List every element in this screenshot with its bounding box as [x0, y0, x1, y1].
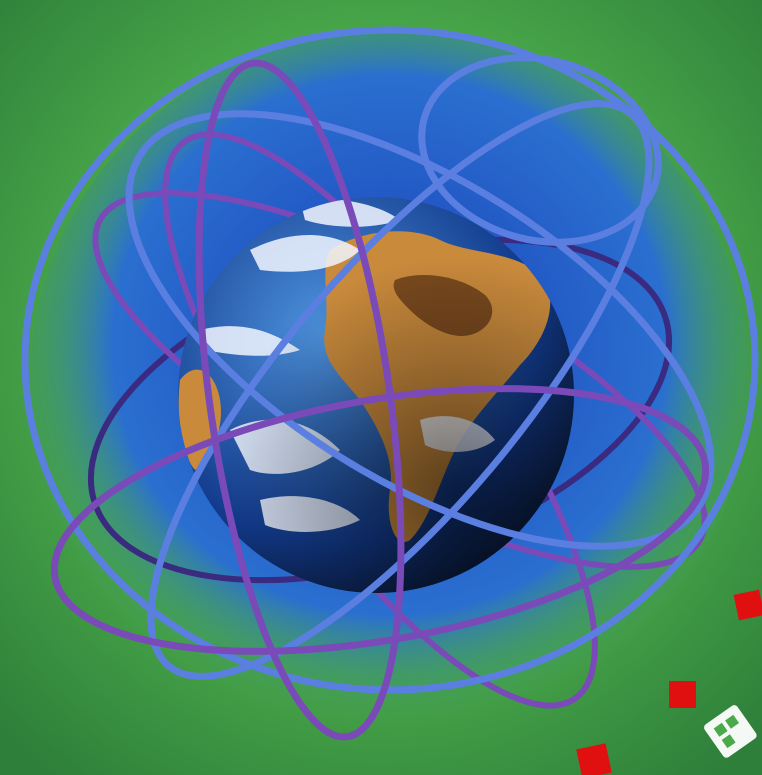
earth-shadow: [178, 197, 574, 593]
orbit-rings-front: [21, 26, 759, 741]
square-marker: [576, 743, 612, 775]
orbit-ring: [418, 54, 662, 246]
orbit-ring: [125, 110, 715, 550]
marker-group: [576, 589, 762, 775]
corner-logo-icon: [704, 705, 757, 758]
square-marker: [733, 589, 762, 621]
orbit-ring: [147, 100, 653, 680]
orbit-ring: [195, 59, 405, 741]
orbit-ring: [50, 385, 710, 655]
square-marker: [669, 681, 696, 708]
earth-globe: [178, 197, 574, 593]
orbit-ring: [21, 26, 759, 694]
